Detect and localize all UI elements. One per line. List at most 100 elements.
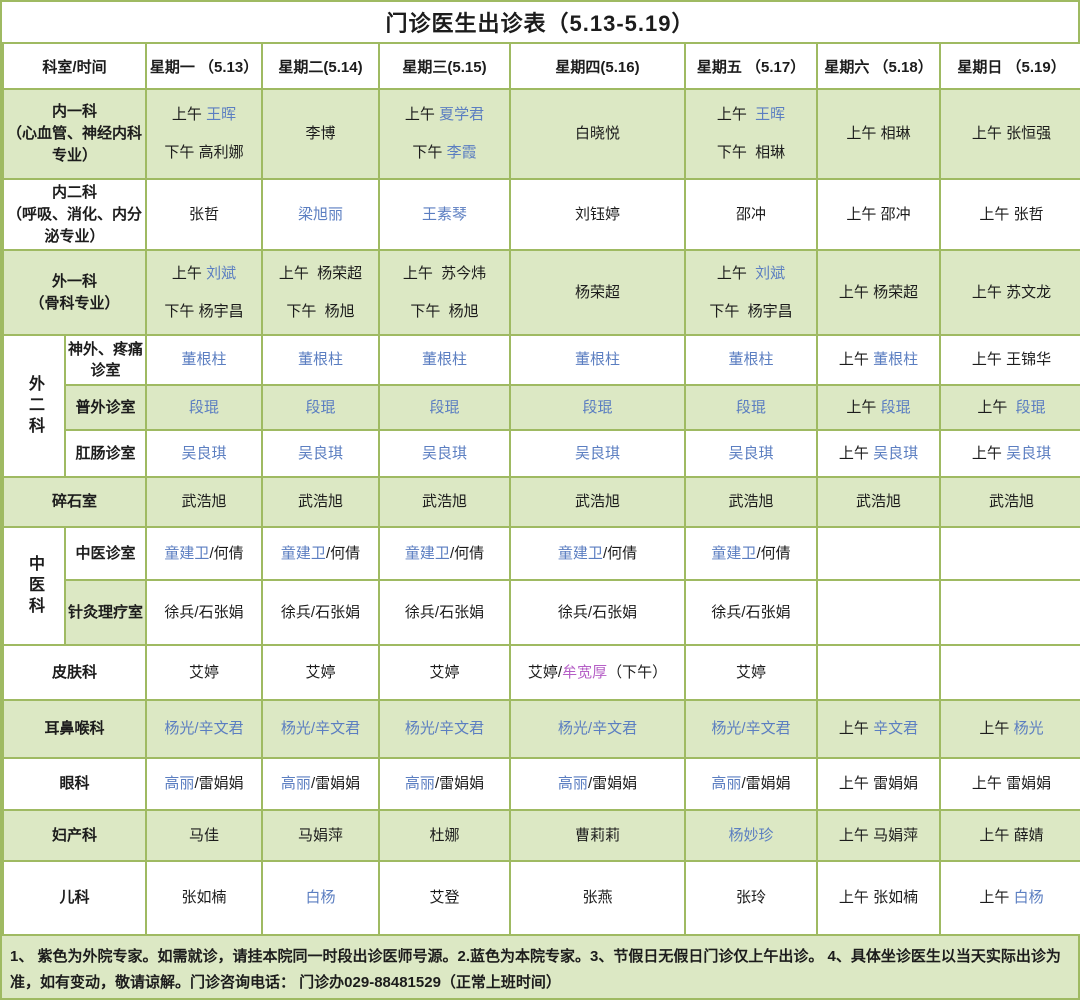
doctor-name-internal: 董根柱 [575,351,621,369]
schedule-text: 邵冲 [736,205,767,223]
doctor-name-internal: 童建卫 [164,544,210,562]
table-row: 普外诊室 段琨 段琨 段琨 段琨 段琨 上午 段琨 上午 段琨 [3,384,1080,432]
schedule-cell: 杨光/辛文君 [378,699,512,760]
schedule-cell [816,526,942,582]
doctor-name-internal: 段琨 [305,398,336,416]
dept-label: 神外、疼痛诊室 [63,334,148,387]
schedule-text: 艾婷 [429,663,460,681]
schedule-entry: 杜娜 [382,826,507,846]
schedule-cell: 武浩旭 [684,476,819,529]
schedule-entry: 武浩旭 [688,492,814,512]
schedule-text: 白晓悦 [575,124,621,142]
schedule-cell: 上午 段琨 [939,384,1080,432]
schedule-text: 上午 [404,105,440,123]
dept-label: 妇产科 [1,809,148,863]
schedule-entry: 上午 张恒强 [943,124,1080,144]
header-friday: 星期五 （5.17） [684,42,819,90]
schedule-entry: 艾登 [382,888,507,908]
schedule-text: 上午 [716,264,756,282]
schedule-cell: 童建卫/何倩 [684,526,819,582]
schedule-entry: 徐兵/石张娟 [265,603,376,623]
schedule-text: 下午 杨宇昌 [164,302,244,320]
schedule-cell: 徐兵/石张娟 [684,579,819,647]
schedule-entry: 武浩旭 [513,492,682,512]
doctor-name-internal: 段琨 [1015,398,1046,416]
schedule-entry: 上午 段琨 [943,398,1080,418]
schedule-entry: 上午 苏文龙 [943,283,1080,303]
schedule-text: /何倩 [325,544,361,562]
schedule-entry: 董根柱 [688,350,814,370]
schedule-text: 上午 王锦华 [971,351,1052,369]
schedule-text: 上午 [979,889,1014,907]
header-wednesday: 星期三(5.15) [378,42,512,90]
schedule-entry: 艾婷 [688,663,814,683]
schedule-entry: 上午 吴良琪 [943,444,1080,464]
schedule-cell: 董根柱 [145,334,264,387]
schedule-entry: 上午 白杨 [943,888,1080,908]
schedule-entry: 上午 王锦华 [943,350,1080,370]
schedule-text: /雷娟娟 [434,775,485,793]
doctor-name-internal: 杨光/辛文君 [164,720,244,738]
doctor-name-internal: 吴良琪 [298,444,344,462]
schedule-entry: 马佳 [149,826,259,846]
schedule-cell: 艾婷 [684,644,819,702]
doctor-name-internal: 吴良琪 [181,444,227,462]
table-row: 儿科 张如楠 白杨 艾登 张燕 张玲 上午 张如楠 上午 白杨 [1,860,1080,937]
schedule-text: /雷娟娟 [310,775,361,793]
schedule-entry: 段琨 [149,398,259,418]
schedule-cell: 上午 张哲 [939,177,1080,252]
doctor-name-internal: 王晖 [206,105,237,123]
schedule-cell: 董根柱 [261,334,381,387]
schedule-text: 上午 杨荣超 [838,283,919,301]
schedule-text: 上午 [171,105,207,123]
schedule-text: 武浩旭 [575,493,621,511]
schedule-text: 上午 张恒强 [971,124,1052,142]
dept-label: 肛肠诊室 [63,429,148,479]
header-dept-time: 科室/时间 [1,42,148,90]
schedule-entry: 上午 苏今炜 [382,264,507,284]
schedule-text: 上午 [979,720,1014,738]
schedule-entry: 上午 董根柱 [820,350,937,370]
doctor-name-internal: 李霞 [446,144,477,161]
schedule-entry: 上午 吴良琪 [820,444,937,464]
group-label: 外二科 [2,334,66,479]
schedule-cell: 上午 王晖下午 高利娜 [145,88,264,180]
schedule-cell: 董根柱 [509,334,687,387]
doctor-name-internal: 童建卫 [280,544,326,562]
schedule-entry: 童建卫/何倩 [382,544,507,564]
schedule-text: 上午 张如楠 [838,889,919,907]
schedule-entry: 高丽/雷娟娟 [149,774,259,794]
schedule-cell: 上午 辛文君 [816,699,942,760]
schedule-text: 马娟萍 [298,826,344,844]
schedule-entry: 下午 高利娜 [149,143,259,163]
dept-label: 中医诊室 [63,526,148,582]
doctor-name-internal: 吴良琪 [1006,444,1052,462]
schedule-entry: 上午 王晖 [688,105,814,125]
schedule-cell: 徐兵/石张娟 [378,579,512,647]
schedule-cell: 段琨 [378,384,512,432]
doctor-name-internal: 高丽 [711,775,742,793]
schedule-cell: 艾婷 [261,644,381,702]
schedule-cell: 上午 张如楠 [816,860,942,937]
schedule-entry: 童建卫/何倩 [149,544,259,564]
schedule-entry: 上午 薛婧 [943,826,1080,846]
schedule-text: 下午 [412,144,447,161]
schedule-entry: 吴良琪 [513,444,682,464]
doctor-name-internal: 吴良琪 [422,444,468,462]
schedule-cell: 上午 段琨 [816,384,942,432]
doctor-name-internal: 白杨 [305,889,336,907]
header-thursday: 星期四(5.16) [509,42,687,90]
schedule-cell: 高丽/雷娟娟 [509,757,687,812]
schedule-cell: 上午 王锦华 [939,334,1080,387]
schedule-cell: 杜娜 [378,809,512,863]
schedule-text: 上午 张哲 [979,205,1044,223]
schedule-entry: 徐兵/石张娟 [382,603,507,623]
doctor-name-internal: 董根柱 [422,351,468,369]
doctor-name-internal: 杨光/辛文君 [280,720,361,738]
schedule-text: /何倩 [602,544,638,562]
schedule-text: 张燕 [582,889,613,907]
schedule-text: 艾登 [429,889,460,907]
schedule-entry: 曹莉莉 [513,826,682,846]
schedule-cell: 王素琴 [378,177,512,252]
